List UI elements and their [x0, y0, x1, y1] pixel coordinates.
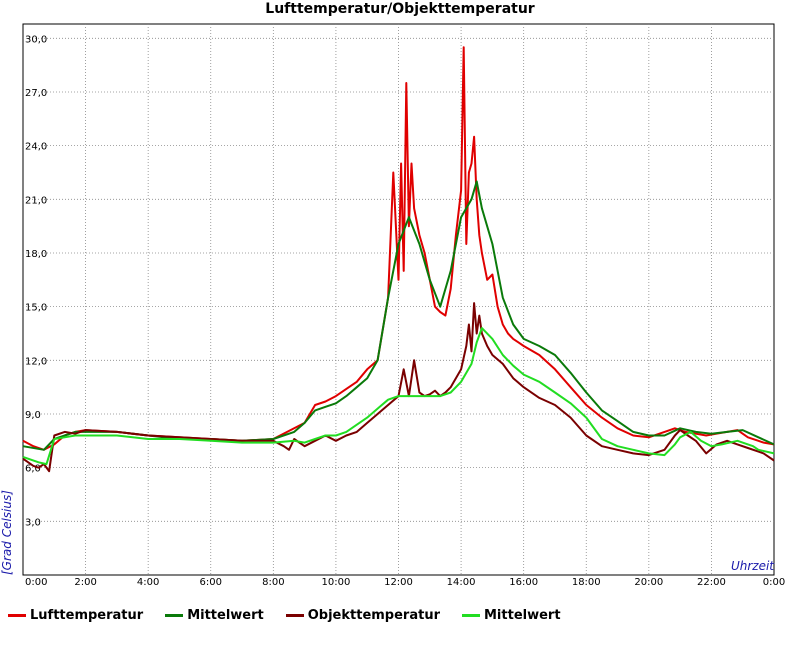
y-tick-label: 6,0 — [25, 464, 41, 475]
y-tick-label: 18,0 — [25, 249, 47, 260]
x-tick-label: 22:00 — [697, 577, 726, 588]
y-tick-label: 30,0 — [25, 34, 47, 45]
legend: Lufttemperatur Mittelwert Objekttemperat… — [8, 608, 583, 623]
x-axis-ticks: 0:00 2:00 4:00 6:00 8:00 10:00 12:00 14:00 16:00… — [25, 577, 785, 588]
legend-label: Mittelwert — [484, 608, 561, 623]
y-axis-label: [Grad Celsius] — [0, 490, 14, 575]
x-tick-label: 0:00 — [25, 577, 47, 588]
y-tick-label: 24,0 — [25, 142, 47, 153]
legend-label: Objekttemperatur — [307, 608, 440, 623]
y-tick-label: 12,0 — [25, 356, 47, 367]
y-tick-label: 27,0 — [25, 88, 47, 99]
legend-label: Lufttemperatur — [30, 608, 144, 623]
x-tick-label: 14:00 — [447, 577, 476, 588]
legend-item-mittelwert-luft: Mittelwert — [165, 608, 264, 623]
legend-swatch — [8, 614, 26, 617]
y-tick-label: 15,0 — [25, 303, 47, 314]
x-tick-label: 2:00 — [74, 577, 96, 588]
chart-title: Lufttemperatur/Objekttemperatur — [265, 1, 535, 17]
x-tick-label: 6:00 — [200, 577, 222, 588]
x-tick-label: 0:00 — [763, 577, 785, 588]
legend-item-mittelwert-objekt: Mittelwert — [462, 608, 561, 623]
x-tick-label: 16:00 — [509, 577, 538, 588]
legend-swatch — [285, 614, 304, 617]
legend-item-objekttemperatur: Objekttemperatur — [285, 608, 440, 623]
legend-swatch — [165, 614, 184, 617]
series-line-3 — [22, 327, 775, 466]
x-tick-label: 4:00 — [137, 577, 159, 588]
x-tick-label: 12:00 — [384, 577, 413, 588]
legend-swatch — [462, 614, 480, 617]
series-group — [22, 46, 775, 473]
x-tick-label: 8:00 — [262, 577, 284, 588]
y-tick-label: 21,0 — [25, 195, 47, 206]
x-tick-label: 10:00 — [322, 577, 351, 588]
legend-label: Mittelwert — [187, 608, 264, 623]
x-tick-label: 20:00 — [634, 577, 663, 588]
legend-item-lufttemperatur: Lufttemperatur — [8, 608, 143, 623]
y-axis-ticks: 3,0 6,0 9,0 12,0 15,0 18,0 21,0 24,0 27,0 30,0 — [25, 34, 47, 528]
x-tick-label: 18:00 — [572, 577, 601, 588]
y-tick-label: 3,0 — [25, 517, 41, 528]
y-tick-label: 9,0 — [25, 410, 41, 421]
x-axis-label: Uhrzeit — [731, 559, 775, 573]
